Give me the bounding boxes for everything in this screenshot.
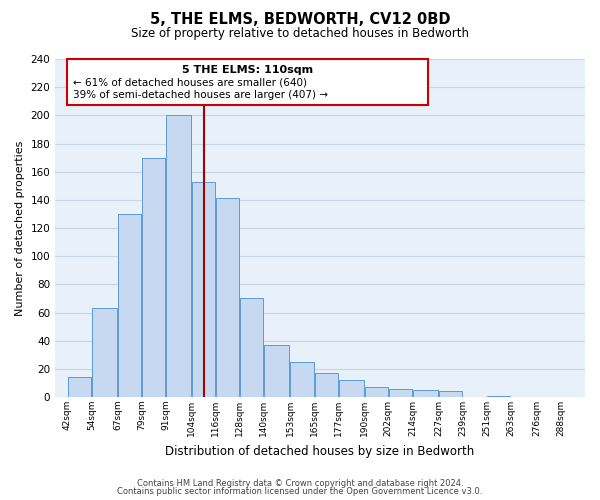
Text: 5 THE ELMS: 110sqm: 5 THE ELMS: 110sqm — [182, 64, 313, 74]
Bar — [216, 198, 239, 397]
Bar — [365, 387, 388, 397]
Text: ← 61% of detached houses are smaller (640): ← 61% of detached houses are smaller (64… — [73, 78, 307, 88]
Text: 5, THE ELMS, BEDWORTH, CV12 0BD: 5, THE ELMS, BEDWORTH, CV12 0BD — [150, 12, 450, 28]
Text: Contains public sector information licensed under the Open Government Licence v3: Contains public sector information licen… — [118, 487, 482, 496]
FancyBboxPatch shape — [67, 59, 428, 106]
Bar — [338, 380, 364, 397]
Bar — [265, 345, 289, 397]
Bar — [241, 298, 263, 397]
Bar — [487, 396, 510, 397]
Bar — [413, 390, 438, 397]
Bar — [314, 373, 338, 397]
Bar — [439, 392, 462, 397]
Text: Contains HM Land Registry data © Crown copyright and database right 2024.: Contains HM Land Registry data © Crown c… — [137, 478, 463, 488]
Bar — [290, 362, 314, 397]
Y-axis label: Number of detached properties: Number of detached properties — [15, 140, 25, 316]
Bar — [166, 116, 191, 397]
Bar — [192, 182, 215, 397]
Bar — [92, 308, 117, 397]
Bar — [118, 214, 141, 397]
Text: Size of property relative to detached houses in Bedworth: Size of property relative to detached ho… — [131, 28, 469, 40]
Bar — [68, 378, 91, 397]
X-axis label: Distribution of detached houses by size in Bedworth: Distribution of detached houses by size … — [166, 444, 475, 458]
Bar — [142, 158, 165, 397]
Bar — [389, 388, 412, 397]
Text: 39% of semi-detached houses are larger (407) →: 39% of semi-detached houses are larger (… — [73, 90, 328, 100]
